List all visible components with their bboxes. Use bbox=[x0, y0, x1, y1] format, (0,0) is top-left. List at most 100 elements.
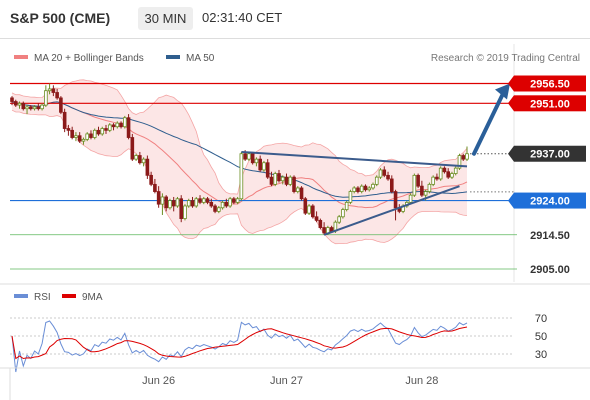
candle-body bbox=[341, 209, 345, 218]
candle-body bbox=[457, 155, 462, 169]
candle-body bbox=[153, 183, 157, 192]
candle-body bbox=[47, 88, 52, 92]
candle-body bbox=[453, 167, 458, 174]
candle-body bbox=[21, 102, 26, 110]
candle-body bbox=[344, 201, 349, 210]
bollinger-lower-line bbox=[11, 109, 468, 245]
rsi-legend-swatch bbox=[14, 294, 28, 298]
candle-body bbox=[92, 129, 97, 138]
candle-body bbox=[374, 176, 379, 185]
candle-body bbox=[149, 174, 153, 185]
candle-body bbox=[265, 162, 270, 178]
candle-body bbox=[115, 122, 120, 128]
candle-body bbox=[130, 137, 135, 160]
legend-label: MA 20 + Bollinger Bands bbox=[34, 53, 144, 64]
candle-body bbox=[243, 153, 247, 160]
price-tag bbox=[514, 145, 586, 162]
candle-body bbox=[168, 200, 172, 209]
candle-body bbox=[273, 173, 278, 185]
instrument-title: S&P 500 (CME) bbox=[10, 10, 111, 26]
candle-body bbox=[450, 173, 454, 178]
header-divider bbox=[0, 38, 590, 39]
candle-body bbox=[232, 198, 236, 203]
candle-body bbox=[138, 155, 142, 164]
x-axis-label: Jun 26 bbox=[142, 375, 175, 387]
candle-body bbox=[318, 219, 323, 228]
candle-body bbox=[220, 201, 225, 209]
candle-body bbox=[367, 187, 372, 191]
candle-body bbox=[198, 198, 202, 203]
candle-body bbox=[295, 187, 300, 192]
candle-body bbox=[277, 173, 281, 182]
price-tag-label: 2914.50 bbox=[530, 230, 570, 242]
support-trendline bbox=[323, 185, 460, 236]
bollinger-upper-line bbox=[11, 79, 468, 195]
rsi-legend-label: 9MA bbox=[82, 292, 103, 303]
candle-body bbox=[209, 201, 214, 207]
candle-body bbox=[412, 174, 417, 196]
candle-body bbox=[435, 176, 439, 180]
candle-body bbox=[258, 158, 262, 171]
candle-body bbox=[356, 187, 360, 192]
candle-body bbox=[329, 227, 334, 232]
candle-body bbox=[228, 198, 232, 207]
candle-body bbox=[13, 101, 18, 106]
rsi-tick-label: 30 bbox=[535, 349, 547, 361]
candle-body bbox=[292, 176, 296, 192]
interval-selector[interactable]: 30 MIN bbox=[138, 7, 193, 30]
candle-body bbox=[175, 198, 180, 207]
candle-body bbox=[40, 104, 44, 110]
candle-body bbox=[32, 106, 37, 110]
candle-body bbox=[160, 196, 165, 205]
candle-body bbox=[461, 155, 466, 160]
rsi-line bbox=[11, 320, 468, 373]
price-tag-label: 2905.00 bbox=[530, 264, 570, 276]
legend-swatch bbox=[166, 55, 180, 59]
resistance-trendline bbox=[241, 150, 468, 168]
research-credit: Research © 2019 Trading Central bbox=[431, 53, 580, 64]
candle-body bbox=[303, 198, 308, 214]
chart-header: S&P 500 (CME) 30 MIN 02:31:40 CET bbox=[0, 0, 590, 38]
candle-body bbox=[89, 133, 93, 138]
candle-body bbox=[247, 153, 251, 160]
candle-body bbox=[85, 133, 90, 140]
candle-body bbox=[141, 158, 146, 164]
candle-body bbox=[431, 176, 435, 185]
candle-body bbox=[348, 191, 353, 203]
price-tag bbox=[514, 95, 586, 112]
candle-body bbox=[337, 216, 341, 223]
candle-body bbox=[280, 176, 285, 182]
candle-body bbox=[156, 191, 161, 205]
candle-body bbox=[438, 167, 443, 180]
candle-body bbox=[10, 97, 14, 102]
candle-body bbox=[307, 205, 311, 214]
candle-body bbox=[81, 138, 86, 142]
candle-body bbox=[134, 155, 138, 160]
candle-body bbox=[29, 106, 33, 110]
candle-body bbox=[62, 111, 67, 129]
candle-body bbox=[36, 106, 41, 110]
candle-body bbox=[104, 128, 108, 131]
rsi-9ma-line bbox=[11, 326, 468, 360]
candle-body bbox=[171, 200, 176, 207]
candle-body bbox=[217, 207, 221, 212]
ma50-line bbox=[11, 101, 468, 198]
candle-body bbox=[378, 169, 383, 178]
candle-body bbox=[111, 124, 116, 128]
candle-body bbox=[284, 176, 289, 185]
candle-body bbox=[423, 191, 428, 196]
candle-body bbox=[123, 117, 127, 128]
projection-arrow-head bbox=[495, 83, 510, 100]
candle-body bbox=[213, 205, 217, 212]
candle-body bbox=[201, 198, 206, 203]
candle-body bbox=[262, 162, 266, 171]
candle-body bbox=[465, 153, 469, 160]
candle-body bbox=[51, 88, 56, 93]
candle-body bbox=[314, 216, 319, 221]
candle-body bbox=[74, 135, 78, 138]
candle-body bbox=[311, 205, 315, 218]
legend-label: MA 50 bbox=[186, 53, 215, 64]
candle-body bbox=[44, 90, 48, 106]
legend-swatch bbox=[14, 55, 28, 59]
projection-arrow-shaft bbox=[472, 87, 507, 156]
